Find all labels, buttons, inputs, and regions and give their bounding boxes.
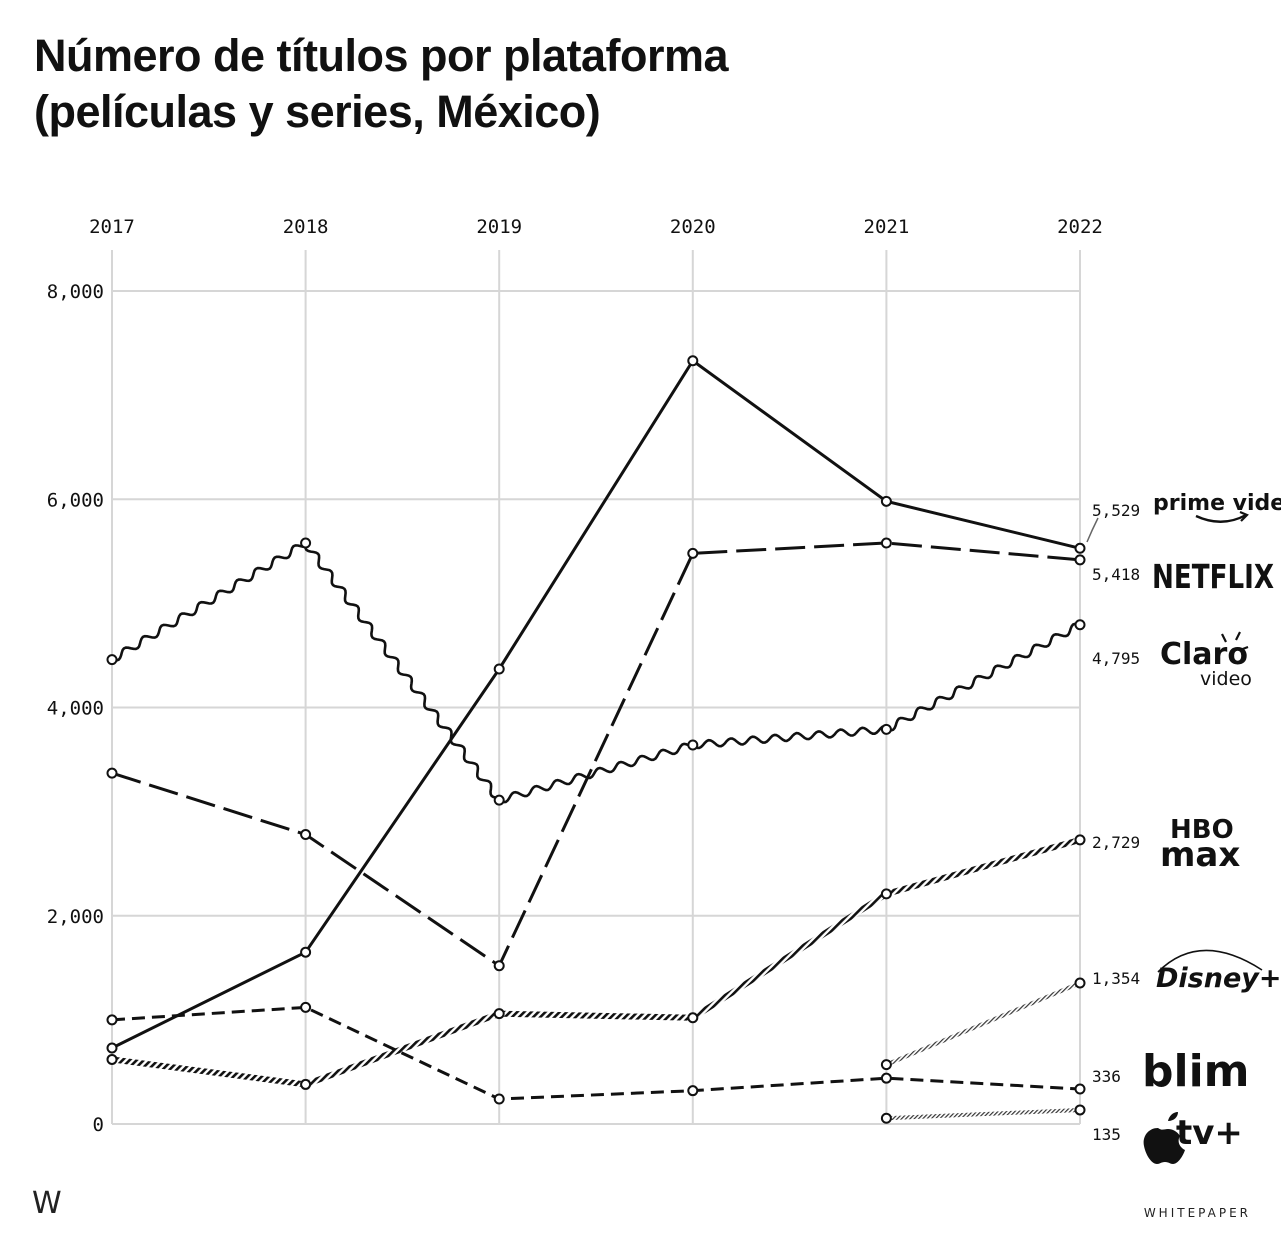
end-label-blim: 336 (1092, 1067, 1121, 1086)
logo-apple-tv-plus: tv+ (1176, 1113, 1243, 1153)
logo-max: max (1160, 835, 1240, 875)
x-tick-label-2022: 2022 (1057, 216, 1103, 238)
axes: 2017 2018 2019 2020 2021 2022 0 2,000 4,000 6,000… (47, 216, 1103, 1136)
data-point-disney--2022 (1074, 977, 1086, 989)
data-point-blim-2021 (880, 1072, 892, 1084)
data-point-hbo-max-2020 (687, 1012, 699, 1024)
data-point-hbo-max-2022 (1074, 834, 1086, 846)
series-line-prime-video (111, 359, 1081, 1050)
logo-claro-video: video (1200, 668, 1252, 690)
chart-title-line-1: Número de títulos por plataforma (34, 30, 729, 81)
data-point-netflix-2018 (300, 829, 312, 841)
data-point-prime-video-2017 (106, 1042, 118, 1054)
end-label-disney-: 1,354 (1092, 969, 1140, 988)
x-tick-label-2018: 2018 (283, 216, 329, 238)
end-label-netflix: 5,418 (1092, 565, 1140, 584)
data-point-prime-video-2019 (493, 663, 505, 675)
x-tick-label-2020: 2020 (670, 216, 716, 238)
data-point-netflix-2019 (493, 960, 505, 972)
data-point-netflix-2021 (880, 537, 892, 549)
data-point-prime-video-2022 (1074, 542, 1086, 554)
data-point-claro-video-2022 (1074, 619, 1086, 631)
prime-video-arrow-icon (1239, 510, 1249, 522)
data-point-blim-2017 (106, 1014, 118, 1026)
chart-title: Número de títulos por plataforma (pelícu… (34, 28, 1034, 140)
x-tick-label-2019: 2019 (476, 216, 522, 238)
logo-claro: Claro (1160, 637, 1248, 672)
end-label-hbo-max: 2,729 (1092, 833, 1140, 852)
data-point-claro-video-2018 (300, 537, 312, 549)
prime-video-smile-icon (1195, 513, 1247, 523)
series-line-disney- (885, 981, 1081, 1067)
data-point-claro-video-2021 (880, 723, 892, 735)
series-group (106, 355, 1086, 1124)
data-point-prime-video-2018 (300, 946, 312, 958)
end-label-claro-video: 4,795 (1092, 649, 1140, 668)
data-point-hbo-max-2021 (880, 888, 892, 900)
series-line-netflix (111, 541, 1081, 968)
end-labels: 5,529 5,418 4,795 2,729 1,354 336 135 (1086, 501, 1140, 1144)
y-tick-label-0: 0 (93, 1114, 104, 1136)
logo-disney-plus: Disney+ (1156, 963, 1281, 994)
leader-line-prime-video (1086, 517, 1099, 543)
data-point-blim-2022 (1074, 1083, 1086, 1095)
data-point-blim-2020 (687, 1085, 699, 1097)
data-point-hbo-max-2018 (300, 1078, 312, 1090)
data-point-claro-video-2019 (493, 794, 505, 806)
data-point-apple-tv--2021 (880, 1112, 892, 1124)
end-label-prime-video: 5,529 (1092, 501, 1140, 520)
y-tick-label-8000: 8,000 (47, 281, 104, 303)
x-tick-label-2017: 2017 (89, 216, 135, 238)
claro-rays-icon (1221, 631, 1249, 652)
disney-arc-icon (1157, 949, 1263, 973)
chart-title-line-2: (películas y series, México) (34, 86, 601, 137)
data-point-apple-tv--2022 (1074, 1104, 1086, 1116)
data-point-hbo-max-2017 (106, 1053, 118, 1065)
x-tick-label-2021: 2021 (864, 216, 910, 238)
y-tick-label-6000: 6,000 (47, 489, 104, 511)
data-point-netflix-2022 (1074, 554, 1086, 566)
y-tick-label-4000: 4,000 (47, 698, 104, 720)
data-point-blim-2018 (300, 1001, 312, 1013)
logo-prime-video: prime video (1153, 491, 1281, 516)
data-point-claro-video-2017 (106, 654, 118, 666)
logo-netflix: NETFLIX (1152, 557, 1274, 596)
series-line-blim (111, 1005, 1081, 1101)
data-point-netflix-2017 (106, 767, 118, 779)
publisher-credit: WHITEPAPER (1143, 1206, 1251, 1220)
data-point-prime-video-2021 (880, 495, 892, 507)
data-point-prime-video-2020 (687, 355, 699, 367)
apple-leaf-icon (1168, 1112, 1178, 1121)
data-point-disney--2021 (880, 1059, 892, 1071)
y-tick-label-2000: 2,000 (47, 906, 104, 928)
logo-hbo: HBO (1170, 815, 1234, 845)
data-point-claro-video-2020 (687, 739, 699, 751)
series-line-claro-video (111, 544, 1081, 804)
end-label-apple-tv-: 135 (1092, 1125, 1121, 1144)
series-line-apple-tv- (886, 1107, 1081, 1121)
apple-icon (1143, 1128, 1185, 1164)
grid (111, 250, 1081, 1125)
logo-blim: blim (1142, 1046, 1250, 1097)
series-line-hbo-max (111, 836, 1081, 1088)
whitepaper-logo-mark: W (32, 1186, 62, 1221)
data-point-blim-2019 (493, 1093, 505, 1105)
data-point-netflix-2020 (687, 547, 699, 559)
data-point-hbo-max-2019 (493, 1008, 505, 1020)
